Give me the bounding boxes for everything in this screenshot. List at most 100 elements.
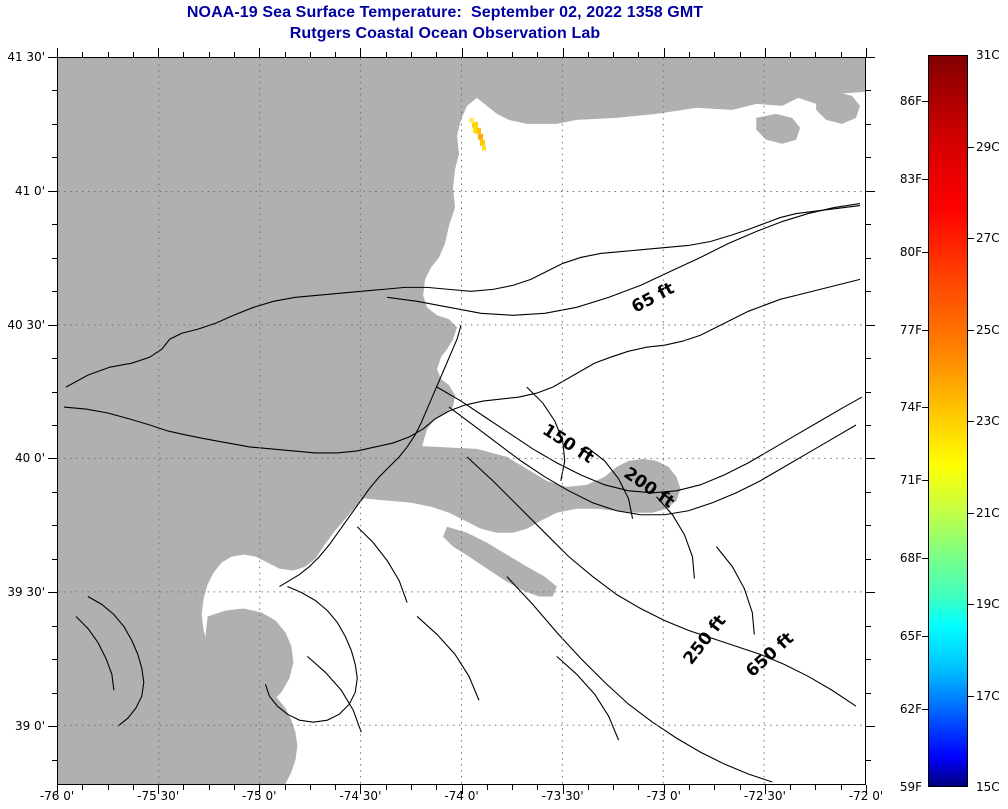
- y-tick-left: [52, 425, 57, 426]
- y-tick-right: [866, 325, 875, 326]
- y-tick-left: [48, 458, 57, 459]
- x-tick-bottom: [108, 785, 109, 790]
- x-tick-top: [638, 52, 639, 57]
- x-tick-top: [57, 48, 58, 57]
- contour-canyon-6: [307, 655, 362, 733]
- y-tick-left: [48, 325, 57, 326]
- colorbar-label-f-8: 62F: [899, 702, 922, 716]
- x-tick-bottom: [638, 785, 639, 790]
- x-tick-top: [386, 52, 387, 57]
- x-tick-bottom: [436, 785, 437, 790]
- x-tick-bottom: [487, 785, 488, 790]
- y-tick-left: [48, 592, 57, 593]
- x-tick-top: [714, 52, 715, 57]
- y-tick-right: [866, 157, 871, 158]
- colorbar-tick-right-1: [968, 147, 974, 148]
- contour-250ft: [466, 456, 857, 707]
- contour-canyon-4: [715, 546, 755, 635]
- x-tick-top: [512, 52, 513, 57]
- colorbar-tick-left-8: [922, 709, 928, 710]
- y-tick-right: [866, 124, 871, 125]
- latlon-grid: [58, 58, 865, 784]
- x-tick-top: [183, 52, 184, 57]
- colorbar-label-f-7: 65F: [899, 629, 922, 643]
- colorbar-tick-left-1: [922, 179, 928, 180]
- colorbar-label-c-4: 23C: [976, 414, 1000, 428]
- x-tick-bottom: [57, 785, 58, 794]
- title-line-1: NOAA-19 Sea Surface Temperature: Septemb…: [186, 4, 704, 21]
- map-plot-area[interactable]: 65 ft 150 ft 200 ft 250 ft 650 ft: [57, 57, 866, 785]
- y-axis-label-0: 41 30': [7, 50, 45, 64]
- y-tick-right: [866, 559, 871, 560]
- coastline-contour-layer: [63, 203, 863, 783]
- x-tick-bottom: [335, 785, 336, 790]
- y-tick-left: [52, 358, 57, 359]
- y-tick-right: [866, 358, 871, 359]
- y-tick-left: [52, 693, 57, 694]
- x-tick-bottom: [790, 785, 791, 790]
- x-tick-top: [841, 52, 842, 57]
- x-tick-top: [765, 48, 766, 57]
- x-tick-top: [158, 48, 159, 57]
- colorbar-label-c-1: 29C: [976, 140, 1000, 154]
- x-tick-bottom: [866, 785, 867, 794]
- colorbar-label-f-2: 80F: [899, 245, 922, 259]
- colorbar-label-c-3: 25C: [976, 323, 1000, 337]
- x-tick-bottom: [740, 785, 741, 790]
- x-tick-top: [436, 52, 437, 57]
- colorbar-tick-left-3: [922, 330, 928, 331]
- x-tick-bottom: [765, 785, 766, 794]
- y-tick-left: [52, 90, 57, 91]
- contour-canyon-3: [656, 496, 695, 579]
- x-tick-bottom: [714, 785, 715, 790]
- x-axis-label-1: -75 30': [137, 789, 180, 803]
- x-tick-bottom: [815, 785, 816, 790]
- x-tick-bottom: [537, 785, 538, 790]
- contour-650ft: [506, 576, 773, 783]
- colorbar-tick-left-5: [922, 480, 928, 481]
- x-tick-bottom: [588, 785, 589, 790]
- colorbar-group[interactable]: [928, 55, 968, 787]
- y-tick-right: [866, 425, 871, 426]
- x-tick-top: [285, 52, 286, 57]
- colorbar-tick-right-3: [968, 330, 974, 331]
- colorbar-label-f-6: 68F: [899, 551, 922, 565]
- x-tick-top: [259, 48, 260, 57]
- y-tick-right: [866, 525, 871, 526]
- x-tick-bottom: [689, 785, 690, 790]
- x-tick-bottom: [664, 785, 665, 794]
- x-tick-top: [133, 52, 134, 57]
- x-tick-bottom: [613, 785, 614, 790]
- x-axis-label-2: -75 0': [242, 789, 277, 803]
- x-tick-top: [360, 48, 361, 57]
- x-tick-bottom: [259, 785, 260, 794]
- colorbar-label-c-8: 15C: [976, 780, 1000, 794]
- x-tick-bottom: [158, 785, 159, 794]
- y-tick-left: [48, 726, 57, 727]
- chart-title: NOAA-19 Sea Surface Temperature: Septemb…: [0, 2, 890, 44]
- land-polygon-delmarva: [203, 608, 294, 717]
- contour-200ft: [448, 406, 857, 516]
- x-tick-bottom: [512, 785, 513, 790]
- y-axis-label-4: 39 30': [7, 585, 45, 600]
- x-tick-bottom: [285, 785, 286, 790]
- y-tick-left: [52, 492, 57, 493]
- colorbar-gradient: [928, 55, 968, 787]
- x-tick-bottom: [841, 785, 842, 790]
- y-tick-left: [52, 392, 57, 393]
- x-tick-top: [689, 52, 690, 57]
- contour-li-sound-north: [65, 205, 861, 388]
- colorbar-label-f-1: 83F: [899, 172, 922, 186]
- y-tick-right: [866, 90, 871, 91]
- y-tick-left: [52, 760, 57, 761]
- colorbar-label-f-3: 77F: [899, 323, 922, 337]
- colorbar-label-c-0: 31C: [976, 48, 1000, 62]
- y-tick-right: [866, 492, 871, 493]
- y-tick-left: [52, 157, 57, 158]
- x-tick-top: [82, 52, 83, 57]
- x-tick-bottom: [310, 785, 311, 790]
- land-mask-layer: [58, 58, 865, 784]
- x-axis-label-7: -72 30': [743, 789, 786, 803]
- contour-canyon-1: [526, 386, 566, 481]
- colorbar-tick-right-5: [968, 513, 974, 514]
